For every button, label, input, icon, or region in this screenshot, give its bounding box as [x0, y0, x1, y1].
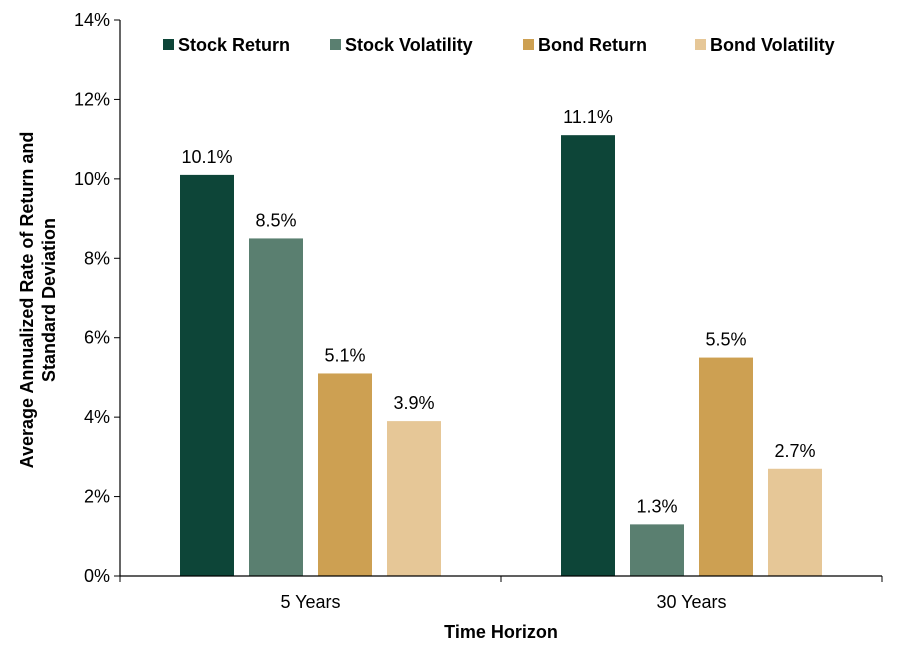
data-label: 3.9%	[393, 393, 434, 413]
bar-bond-return	[699, 357, 753, 576]
y-tick-label: 2%	[84, 487, 110, 507]
bar-stock-volatility	[630, 524, 684, 576]
legend: Stock Return Stock Volatility Bond Return B…	[163, 35, 835, 55]
y-tick-label: 10%	[74, 169, 110, 189]
bar-stock-return	[180, 174, 234, 576]
x-axis: 5 Years 30 Years	[280, 592, 726, 612]
y-axis: 0% 2% 4% 6% 8% 10% 12% 14%	[74, 10, 120, 586]
data-label: 2.7%	[774, 441, 815, 461]
bar-stock-volatility	[249, 238, 303, 576]
data-label: 5.1%	[324, 345, 365, 365]
y-axis-title-line-1: Average Annualized Rate of Return and	[17, 132, 37, 469]
legend-label-stock-return: Stock Return	[178, 35, 290, 55]
axis-lines	[119, 20, 883, 582]
y-tick-label: 4%	[84, 407, 110, 427]
data-label: 5.5%	[705, 330, 746, 350]
legend-swatch-bond-return	[523, 39, 534, 50]
x-category-label: 30 Years	[656, 592, 726, 612]
legend-label-bond-volatility: Bond Volatility	[710, 35, 835, 55]
y-axis-title-line-2: Standard Deviation	[39, 218, 59, 382]
data-label: 8.5%	[255, 210, 296, 230]
y-axis-title: Average Annualized Rate of Return and St…	[17, 132, 59, 469]
bar-bond-volatility	[387, 421, 441, 576]
legend-swatch-bond-volatility	[695, 39, 706, 50]
y-tick-label: 0%	[84, 566, 110, 586]
legend-swatch-stock-return	[163, 39, 174, 50]
data-label: 10.1%	[181, 147, 232, 167]
legend-label-bond-return: Bond Return	[538, 35, 647, 55]
bar-bond-return	[318, 373, 372, 576]
bar-stock-return	[561, 135, 615, 576]
y-tick-label: 6%	[84, 328, 110, 348]
legend-swatch-stock-volatility	[330, 39, 341, 50]
x-axis-title: Time Horizon	[444, 622, 558, 642]
x-category-label: 5 Years	[280, 592, 340, 612]
data-label: 1.3%	[636, 496, 677, 516]
legend-label-stock-volatility: Stock Volatility	[345, 35, 473, 55]
bar-bond-volatility	[768, 468, 822, 576]
data-label: 11.1%	[563, 107, 613, 127]
y-tick-label: 14%	[74, 10, 110, 30]
y-tick-label: 8%	[84, 248, 110, 268]
bars: 10.1% 8.5% 5.1% 3.9% 11.1% 1.3% 5.5% 2.7%	[180, 107, 822, 576]
y-tick-label: 12%	[74, 89, 110, 109]
